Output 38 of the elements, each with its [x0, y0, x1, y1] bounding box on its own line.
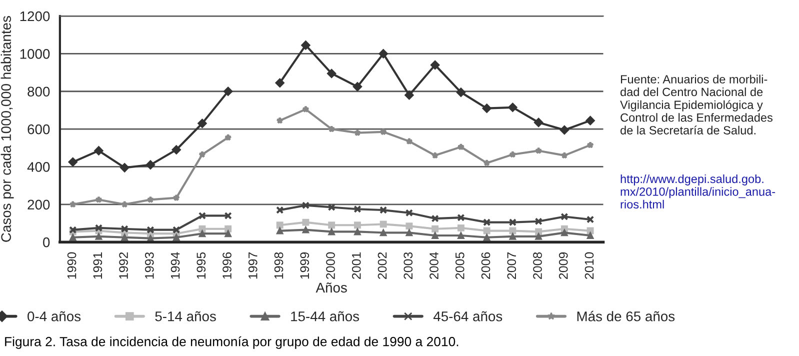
x-axis-title: Años: [316, 282, 347, 293]
source-note: Fuente: Anuarios de morbili- dad del Centro Nacional de Vigilancia Epidemiológica y Control de las Enfermedades de la Secretaría de Salud.: [620, 74, 772, 134]
legend-label: 0-4 años: [28, 311, 81, 322]
x-tick-label: 1993: [144, 252, 154, 279]
x-tick-label: 1997: [248, 252, 258, 279]
y-axis-title: Casos por cada 1000,000 habitantes: [0, 16, 14, 242]
y-tick-label: 400: [27, 162, 50, 172]
x-tick-label: 1991: [93, 252, 102, 279]
x-tick-label: 1990: [67, 252, 76, 279]
x-tick-label: 2007: [507, 252, 516, 279]
x-tick-label: 2000: [326, 252, 335, 279]
y-tick-label: 600: [28, 124, 50, 134]
y-tick-label: 200: [28, 200, 50, 210]
x-tick-label: 2010: [584, 252, 594, 279]
text: Figura 2. Tasa de incidencia de neumonía por grupo de edad de 1990 a 2010.: [5, 336, 458, 349]
x-tick-label: 2008: [533, 252, 542, 279]
x-tick-label: 1998: [274, 252, 284, 279]
y-tick-label: 800: [28, 86, 50, 97]
x-tick-label: 1996: [222, 252, 232, 279]
text: http://www.dgepi.salud.gob. mx/2010/plantilla/inicio_anua- rios.html: [620, 174, 776, 209]
y-tick-label: 1000: [20, 49, 50, 59]
y-tick-label: 0: [43, 237, 50, 248]
y-tick-label: 1200: [20, 11, 50, 22]
x-tick-label: 1992: [119, 252, 128, 279]
legend-label: Más de 65 años: [577, 310, 675, 322]
x-tick-label: 1995: [196, 252, 206, 279]
x-tick-label: 2003: [404, 252, 413, 279]
x-tick-label: 2001: [352, 252, 361, 279]
x-tick-label: 1999: [300, 252, 310, 279]
legend-label: 45-64 años: [433, 311, 502, 322]
x-tick-label: 2009: [558, 252, 568, 279]
legend-label: 5-14 años: [155, 311, 216, 322]
legend-label: 15-44 años: [291, 311, 360, 322]
x-tick-label: 1994: [170, 252, 180, 279]
x-tick-label: 2004: [430, 252, 438, 279]
x-tick-label: 2006: [481, 252, 490, 279]
x-tick-label: 2002: [378, 252, 387, 279]
x-tick-label: 2005: [455, 252, 464, 279]
